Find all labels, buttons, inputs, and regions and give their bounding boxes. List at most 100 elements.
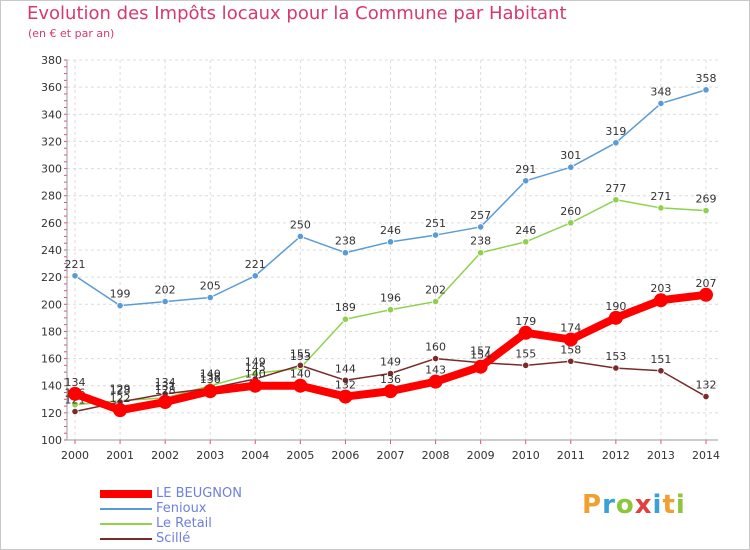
data-point-le-beugnon — [563, 332, 578, 347]
x-tick-label: 2008 — [422, 449, 450, 462]
data-label-le-beugnon: 132 — [335, 379, 356, 392]
data-point-fenioux — [567, 163, 575, 171]
y-tick-label: 320 — [41, 135, 62, 148]
data-label-fenioux: 348 — [650, 85, 671, 98]
data-label-le-retail: 271 — [650, 190, 671, 203]
data-label-scill: 134 — [155, 376, 176, 389]
data-label-scill: 153 — [605, 350, 626, 363]
data-point-fenioux — [612, 139, 620, 147]
x-tick-label: 2006 — [331, 449, 359, 462]
data-point-scill — [612, 364, 620, 372]
data-point-le-beugnon — [428, 374, 443, 389]
data-point-le-retail — [522, 238, 530, 246]
data-label-le-beugnon: 140 — [290, 368, 311, 381]
data-label-le-retail: 149 — [245, 356, 266, 369]
data-label-fenioux: 257 — [470, 209, 491, 222]
data-point-fenioux — [206, 293, 214, 302]
data-point-le-retail — [477, 249, 485, 257]
data-label-le-retail: 196 — [380, 292, 401, 305]
legend-label-scille: Scillé — [156, 531, 191, 546]
x-tick-label: 2007 — [377, 449, 405, 462]
logo-letter: o — [615, 490, 635, 520]
data-point-fenioux — [657, 99, 665, 108]
logo-letter: x — [634, 490, 653, 520]
y-tick-label: 300 — [41, 163, 62, 176]
data-point-fenioux — [522, 177, 530, 185]
data-label-le-beugnon: 134 — [65, 376, 86, 389]
x-tick-label: 2003 — [196, 449, 224, 462]
data-point-le-beugnon — [158, 395, 173, 409]
y-tick-label: 340 — [41, 108, 62, 121]
x-tick-label: 2012 — [602, 449, 630, 462]
data-label-le-retail: 202 — [425, 284, 446, 297]
x-tick-label: 2001 — [106, 449, 134, 462]
y-tick-label: 200 — [41, 298, 62, 311]
data-label-le-retail: 131 — [155, 380, 176, 393]
x-tick-label: 2004 — [241, 449, 269, 462]
logo-letter: r — [602, 490, 616, 520]
legend-label-le-retail: Le Retail — [156, 516, 212, 531]
data-label-fenioux: 202 — [155, 284, 176, 297]
data-label-fenioux: 301 — [560, 149, 581, 162]
data-label-le-retail: 153 — [290, 350, 311, 363]
data-point-le-beugnon — [653, 293, 668, 308]
legend-swatch-fenioux — [100, 508, 152, 510]
data-point-scill — [431, 354, 440, 363]
data-point-le-beugnon — [608, 310, 623, 325]
proxiti-logo: Proxiti — [582, 490, 686, 520]
data-point-fenioux — [296, 232, 304, 241]
data-point-fenioux — [431, 231, 440, 239]
data-label-le-beugnon: 136 — [380, 373, 401, 386]
data-point-scill — [702, 392, 710, 401]
chart-subtitle: (en € et par an) — [28, 27, 115, 40]
data-point-fenioux — [71, 272, 79, 280]
data-point-scill — [567, 357, 575, 365]
data-point-le-retail — [702, 207, 710, 215]
x-tick-label: 2002 — [151, 449, 179, 462]
data-point-fenioux — [161, 297, 169, 306]
data-label-le-beugnon: 143 — [425, 364, 446, 377]
data-label-fenioux: 250 — [290, 218, 311, 231]
data-point-le-beugnon — [203, 384, 218, 399]
x-tick-label: 2005 — [286, 449, 314, 462]
data-label-le-beugnon: 128 — [155, 384, 176, 397]
data-label-le-retail: 189 — [335, 301, 356, 314]
data-point-le-retail — [431, 297, 440, 306]
logo-letter: i — [652, 490, 663, 520]
data-label-scill: 155 — [290, 347, 311, 360]
data-label-scill: 151 — [650, 353, 671, 366]
y-tick-label: 180 — [41, 325, 62, 338]
legend-label-fenioux: Fenioux — [156, 501, 207, 516]
data-point-le-retail — [612, 196, 620, 204]
data-label-le-beugnon: 174 — [560, 322, 581, 335]
y-tick-label: 260 — [41, 217, 62, 230]
legend-label-le-beugnon: LE BEUGNON — [156, 486, 242, 501]
legend-swatch-le-beugnon — [100, 490, 152, 498]
data-label-scill: 144 — [335, 362, 356, 375]
data-label-le-retail: 260 — [560, 205, 581, 218]
data-label-scill: 145 — [245, 361, 266, 374]
data-label-le-beugnon: 179 — [515, 315, 536, 328]
data-label-scill: 149 — [380, 356, 401, 369]
legend-swatch-scille — [100, 538, 152, 540]
data-label-fenioux: 221 — [65, 258, 86, 271]
data-point-le-retail — [657, 204, 665, 212]
y-tick-label: 360 — [41, 81, 62, 94]
data-point-scill — [657, 367, 665, 375]
data-point-le-beugnon — [68, 386, 82, 401]
x-tick-label: 2000 — [61, 449, 89, 462]
data-point-le-beugnon — [699, 287, 713, 302]
x-tick-label: 2013 — [647, 449, 675, 462]
data-label-le-retail: 277 — [605, 182, 626, 195]
data-point-le-beugnon — [293, 378, 308, 393]
data-point-le-beugnon — [518, 325, 533, 340]
data-point-scill — [386, 369, 395, 378]
data-point-fenioux — [386, 238, 395, 246]
data-label-le-beugnon: 140 — [245, 368, 266, 381]
y-tick-label: 140 — [41, 380, 62, 393]
data-point-fenioux — [477, 223, 485, 231]
data-point-le-beugnon — [113, 403, 128, 418]
data-point-le-beugnon — [383, 384, 398, 399]
data-point-scill — [522, 361, 530, 369]
